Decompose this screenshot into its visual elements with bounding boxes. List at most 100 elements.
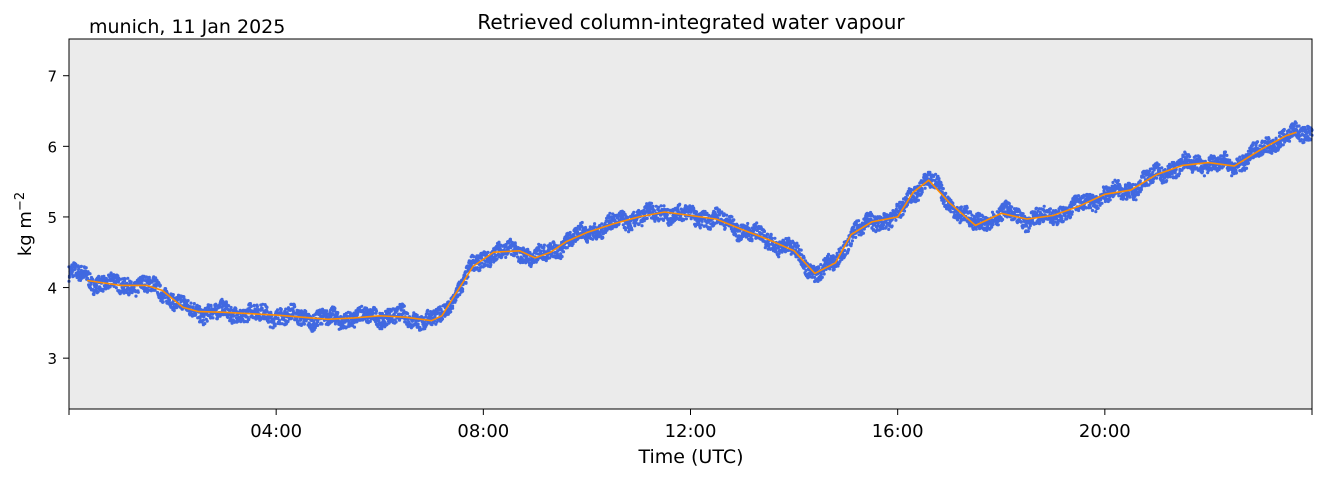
scatter-point [723, 226, 727, 230]
scatter-point [394, 320, 398, 324]
scatter-point [146, 288, 150, 293]
scatter-point [268, 325, 272, 329]
scatter-point [234, 307, 238, 311]
scatter-point [1010, 205, 1014, 209]
scatter-point [1042, 204, 1046, 208]
scatter-point [996, 223, 1000, 227]
scatter-point [149, 289, 153, 293]
scatter-point [1001, 217, 1005, 222]
scatter-point [944, 191, 948, 195]
scatter-point [424, 315, 428, 319]
scatter-point [220, 308, 225, 312]
scatter-point [1048, 207, 1052, 211]
scatter-point [1070, 210, 1074, 214]
scatter-point [255, 305, 259, 309]
scatter-point [329, 315, 333, 319]
scatter-point [725, 213, 729, 217]
scatter-point [172, 302, 176, 306]
scatter-point [1188, 155, 1192, 159]
scatter-point [368, 319, 372, 323]
scatter-point [374, 309, 379, 313]
scatter-point [203, 322, 207, 326]
scatter-point [504, 255, 508, 259]
scatter-point [849, 242, 854, 246]
scatter-point [163, 296, 167, 300]
scatter-point [1200, 169, 1205, 174]
scatter-point [593, 222, 597, 226]
scatter-point [1063, 214, 1067, 218]
scatter-point [678, 202, 682, 206]
scatter-point [1138, 179, 1142, 183]
scatter-point [89, 282, 93, 286]
scatter-point [1158, 169, 1162, 173]
scatter-point [320, 322, 324, 326]
scatter-point [854, 235, 858, 239]
scatter-point [901, 212, 905, 216]
scatter-point [1125, 197, 1129, 201]
scatter-point [211, 316, 215, 320]
scatter-point [245, 315, 249, 319]
scatter-point [861, 231, 866, 235]
scatter-point [392, 313, 396, 317]
scatter-point [280, 322, 284, 326]
scatter-point [1060, 217, 1064, 221]
scatter-point [302, 322, 306, 326]
scatter-point [694, 210, 699, 214]
scatter-point [949, 210, 953, 214]
scatter-point [380, 327, 384, 331]
scatter-point [70, 272, 74, 276]
scatter-point [746, 221, 750, 226]
scatter-point [959, 205, 964, 209]
scatter-point [90, 277, 94, 281]
scatter-point [429, 315, 433, 320]
scatter-point [766, 232, 770, 236]
scatter-point [923, 186, 927, 190]
scatter-point [585, 240, 590, 244]
scatter-point [887, 227, 891, 231]
scatter-point [72, 274, 76, 278]
scatter-point [515, 252, 519, 256]
scatter-point [645, 216, 649, 220]
scatter-point [881, 223, 886, 227]
scatter-point [588, 233, 592, 237]
scatter-point [121, 286, 126, 290]
scatter-point [708, 227, 712, 231]
scatter-point [164, 287, 168, 291]
scatter-point [95, 283, 99, 288]
scatter-point [965, 206, 969, 210]
scatter-point [260, 308, 264, 312]
scatter-point [755, 221, 759, 225]
scatter-point [273, 324, 277, 328]
scatter-point [240, 315, 244, 319]
scatter-point [374, 320, 378, 324]
scatter-point [762, 229, 767, 234]
scatter-point [283, 309, 287, 314]
scatter-point [1116, 179, 1120, 183]
scatter-point [817, 266, 821, 270]
scatter-point [153, 288, 157, 292]
scatter-point [136, 290, 140, 294]
scatter-point [770, 236, 774, 240]
scatter-point [1034, 206, 1039, 210]
scatter-point [561, 250, 566, 254]
scatter-point [232, 314, 236, 318]
scatter-point [219, 302, 223, 306]
scatter-point [1068, 215, 1073, 219]
scatter-point [698, 226, 702, 230]
scatter-point [1165, 179, 1169, 183]
scatter-point [114, 286, 118, 290]
scatter-point [275, 308, 280, 312]
plot-background [69, 39, 1312, 409]
scatter-point [773, 236, 777, 240]
scatter-point [777, 252, 781, 256]
scatter-point [308, 325, 312, 329]
scatter-point [278, 321, 282, 325]
scatter-point [189, 301, 193, 305]
scatter-point [475, 266, 479, 270]
scatter-point [333, 322, 337, 326]
scatter-point [1021, 212, 1025, 216]
scatter-point [377, 319, 381, 323]
scatter-point [355, 320, 359, 324]
scatter-point [662, 204, 666, 208]
scatter-point [750, 239, 754, 243]
